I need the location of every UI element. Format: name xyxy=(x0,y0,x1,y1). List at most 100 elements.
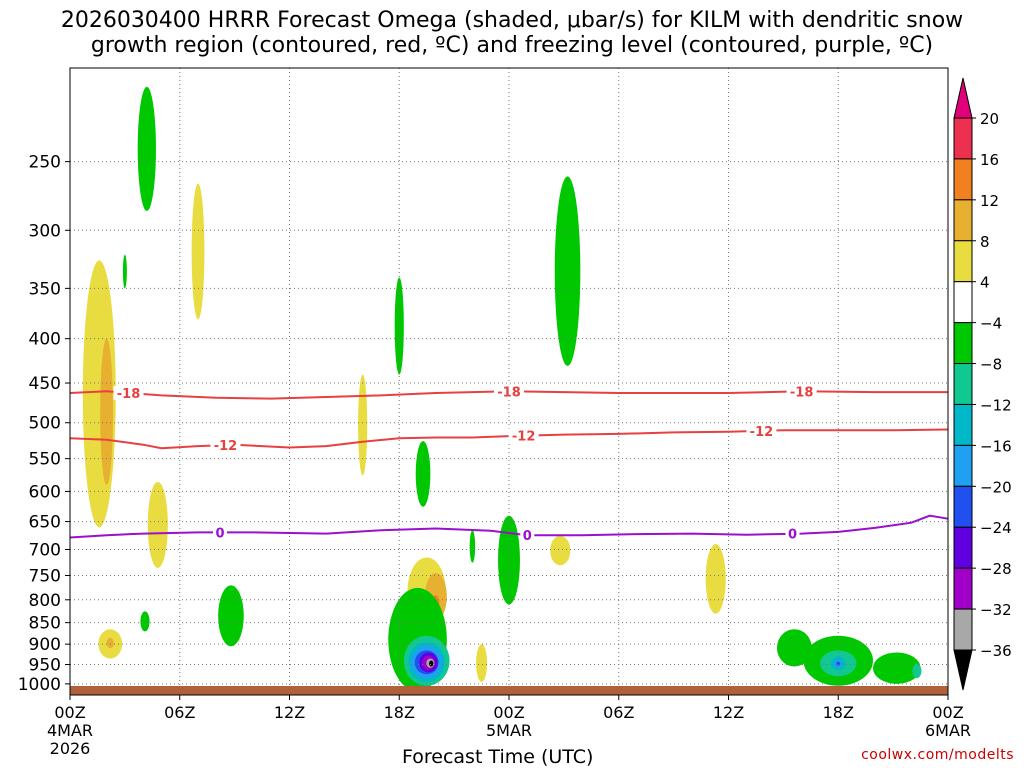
x-tick-label-6: 12Z xyxy=(713,703,744,722)
y-tick-label-950: 950 xyxy=(29,656,61,676)
contour-label-bg-0-1 xyxy=(494,384,524,399)
contour-label-bg-1-0 xyxy=(210,438,241,453)
colorbar-label-3: 8 xyxy=(980,233,990,251)
contour-label-bg-1-1 xyxy=(508,428,539,443)
down-zone-7 xyxy=(469,530,476,563)
down-zone-19 xyxy=(776,629,812,667)
x-tick-date-8: 6MAR xyxy=(925,721,971,740)
ground-surface xyxy=(70,686,948,695)
x-tick-date-0: 4MAR xyxy=(47,721,93,740)
contour-label--12C-1: -12 xyxy=(512,430,536,445)
contour-label-bg-1-2 xyxy=(746,423,777,438)
colorbar-bottom-arrow xyxy=(953,649,973,691)
down-zone-2 xyxy=(122,254,127,289)
down-zone-18 xyxy=(429,660,434,667)
contour-label--18C-1: -18 xyxy=(497,385,521,400)
contour-label-0C-0: 0 xyxy=(215,526,224,541)
contour-label-bg-2-0 xyxy=(212,525,227,540)
x-tick-label-1: 06Z xyxy=(164,703,195,722)
colorbar-label-4: 4 xyxy=(980,274,990,292)
up-zone-7 xyxy=(358,374,368,476)
grid-layer xyxy=(70,68,948,695)
x-tick-label-0: 00Z xyxy=(54,703,85,722)
x-axis-title: Forecast Time (UTC) xyxy=(402,746,594,768)
colorbar: 20 16 12 8 4 −4 −8 −12 −16 −20 −24 −28 −32 −36 xyxy=(953,77,1012,691)
down-zone-3 xyxy=(140,611,150,632)
colorbar-swatch-9 xyxy=(953,485,973,528)
colorbar-swatch-3 xyxy=(953,240,973,283)
colorbar-swatch-4 xyxy=(953,281,973,324)
y-tick-label-450: 450 xyxy=(29,374,61,394)
contour-label--12C-0: -12 xyxy=(214,439,238,454)
down-zone-4 xyxy=(218,585,244,647)
down-zone-25 xyxy=(836,661,841,666)
x-tick-year-0: 2026 xyxy=(50,739,91,758)
y-tick-label-350: 350 xyxy=(29,279,61,299)
down-zone-6 xyxy=(415,441,431,507)
colorbar-swatch-11 xyxy=(953,567,973,610)
colorbar-label-2: 12 xyxy=(980,192,999,210)
colorbar-top-arrow xyxy=(953,77,973,119)
colorbar-swatch-0 xyxy=(953,117,973,160)
up-zone-13 xyxy=(705,544,726,614)
y-tick-label-1000: 1000 xyxy=(18,675,61,695)
x-tick-label-8: 00Z xyxy=(932,703,963,722)
y-tick-label-900: 900 xyxy=(29,635,61,655)
contour-0C xyxy=(69,514,949,539)
colorbar-swatch-10 xyxy=(953,526,973,569)
x-tick-label-7: 18Z xyxy=(823,703,854,722)
colorbar-label-11: −28 xyxy=(980,560,1012,578)
up-zone-2 xyxy=(100,338,113,486)
y-tick-label-750: 750 xyxy=(29,566,61,586)
contour-layer: -18 -18 -18 -12 -12 -12 0 0 0 xyxy=(69,384,949,544)
contour-label--18C-0: -18 xyxy=(117,387,141,402)
y-tick-label-400: 400 xyxy=(29,330,61,350)
x-tick-label-5: 06Z xyxy=(603,703,634,722)
contour-label-0C-1: 0 xyxy=(523,529,532,544)
up-zone-11 xyxy=(476,644,488,682)
up-zone-4 xyxy=(106,637,114,649)
colorbar-swatch-8 xyxy=(953,444,973,487)
ground-layer xyxy=(70,686,948,695)
y-tick-label-850: 850 xyxy=(29,614,61,634)
colorbar-label-7: −12 xyxy=(980,396,1012,414)
y-tick-label-550: 550 xyxy=(29,450,61,470)
y-axis: 2503003504004505005506006507007508008509… xyxy=(18,153,70,695)
colorbar-label-8: −16 xyxy=(980,437,1012,455)
down-zone-9 xyxy=(554,176,581,366)
contour-label--18C-2: -18 xyxy=(790,385,814,400)
contour-label-bg-0-2 xyxy=(786,384,817,399)
contour-label-bg-2-2 xyxy=(785,526,800,541)
y-tick-label-600: 600 xyxy=(29,482,61,502)
colorbar-swatch-7 xyxy=(953,403,973,446)
colorbar-label-10: −24 xyxy=(980,519,1012,537)
x-tick-label-3: 18Z xyxy=(384,703,415,722)
colorbar-label-13: −36 xyxy=(980,642,1012,660)
contour-label-0C-2: 0 xyxy=(788,528,797,543)
colorbar-label-9: −20 xyxy=(980,478,1012,496)
up-zone-12 xyxy=(550,535,571,566)
chart-title-line-2: growth region (contoured, red, ºC) and f… xyxy=(90,33,934,58)
colorbar-label-6: −8 xyxy=(980,356,1002,374)
contour-label-bg-0-0 xyxy=(113,385,144,400)
colorbar-label-5: −4 xyxy=(980,315,1002,333)
colorbar-swatch-1 xyxy=(953,158,973,201)
up-zone-6 xyxy=(191,183,205,320)
site-credit: coolwx.com/modelts xyxy=(861,747,1014,763)
down-zone-1 xyxy=(137,86,156,211)
x-tick-label-2: 12Z xyxy=(274,703,305,722)
y-tick-label-700: 700 xyxy=(29,540,61,560)
colorbar-swatch-12 xyxy=(953,608,973,651)
y-tick-label-300: 300 xyxy=(29,221,61,241)
contour--18C xyxy=(69,390,948,400)
y-tick-label-250: 250 xyxy=(29,153,61,173)
x-tick-date-4: 5MAR xyxy=(486,721,532,740)
chart-title-line-1: 2026030400 HRRR Forecast Omega (shaded, … xyxy=(60,8,964,33)
colorbar-label-12: −32 xyxy=(980,601,1012,619)
colorbar-label-1: 16 xyxy=(980,151,999,169)
x-tick-label-4: 00Z xyxy=(493,703,524,722)
contour-label--12C-2: -12 xyxy=(750,425,774,440)
up-zone-5 xyxy=(147,481,168,568)
